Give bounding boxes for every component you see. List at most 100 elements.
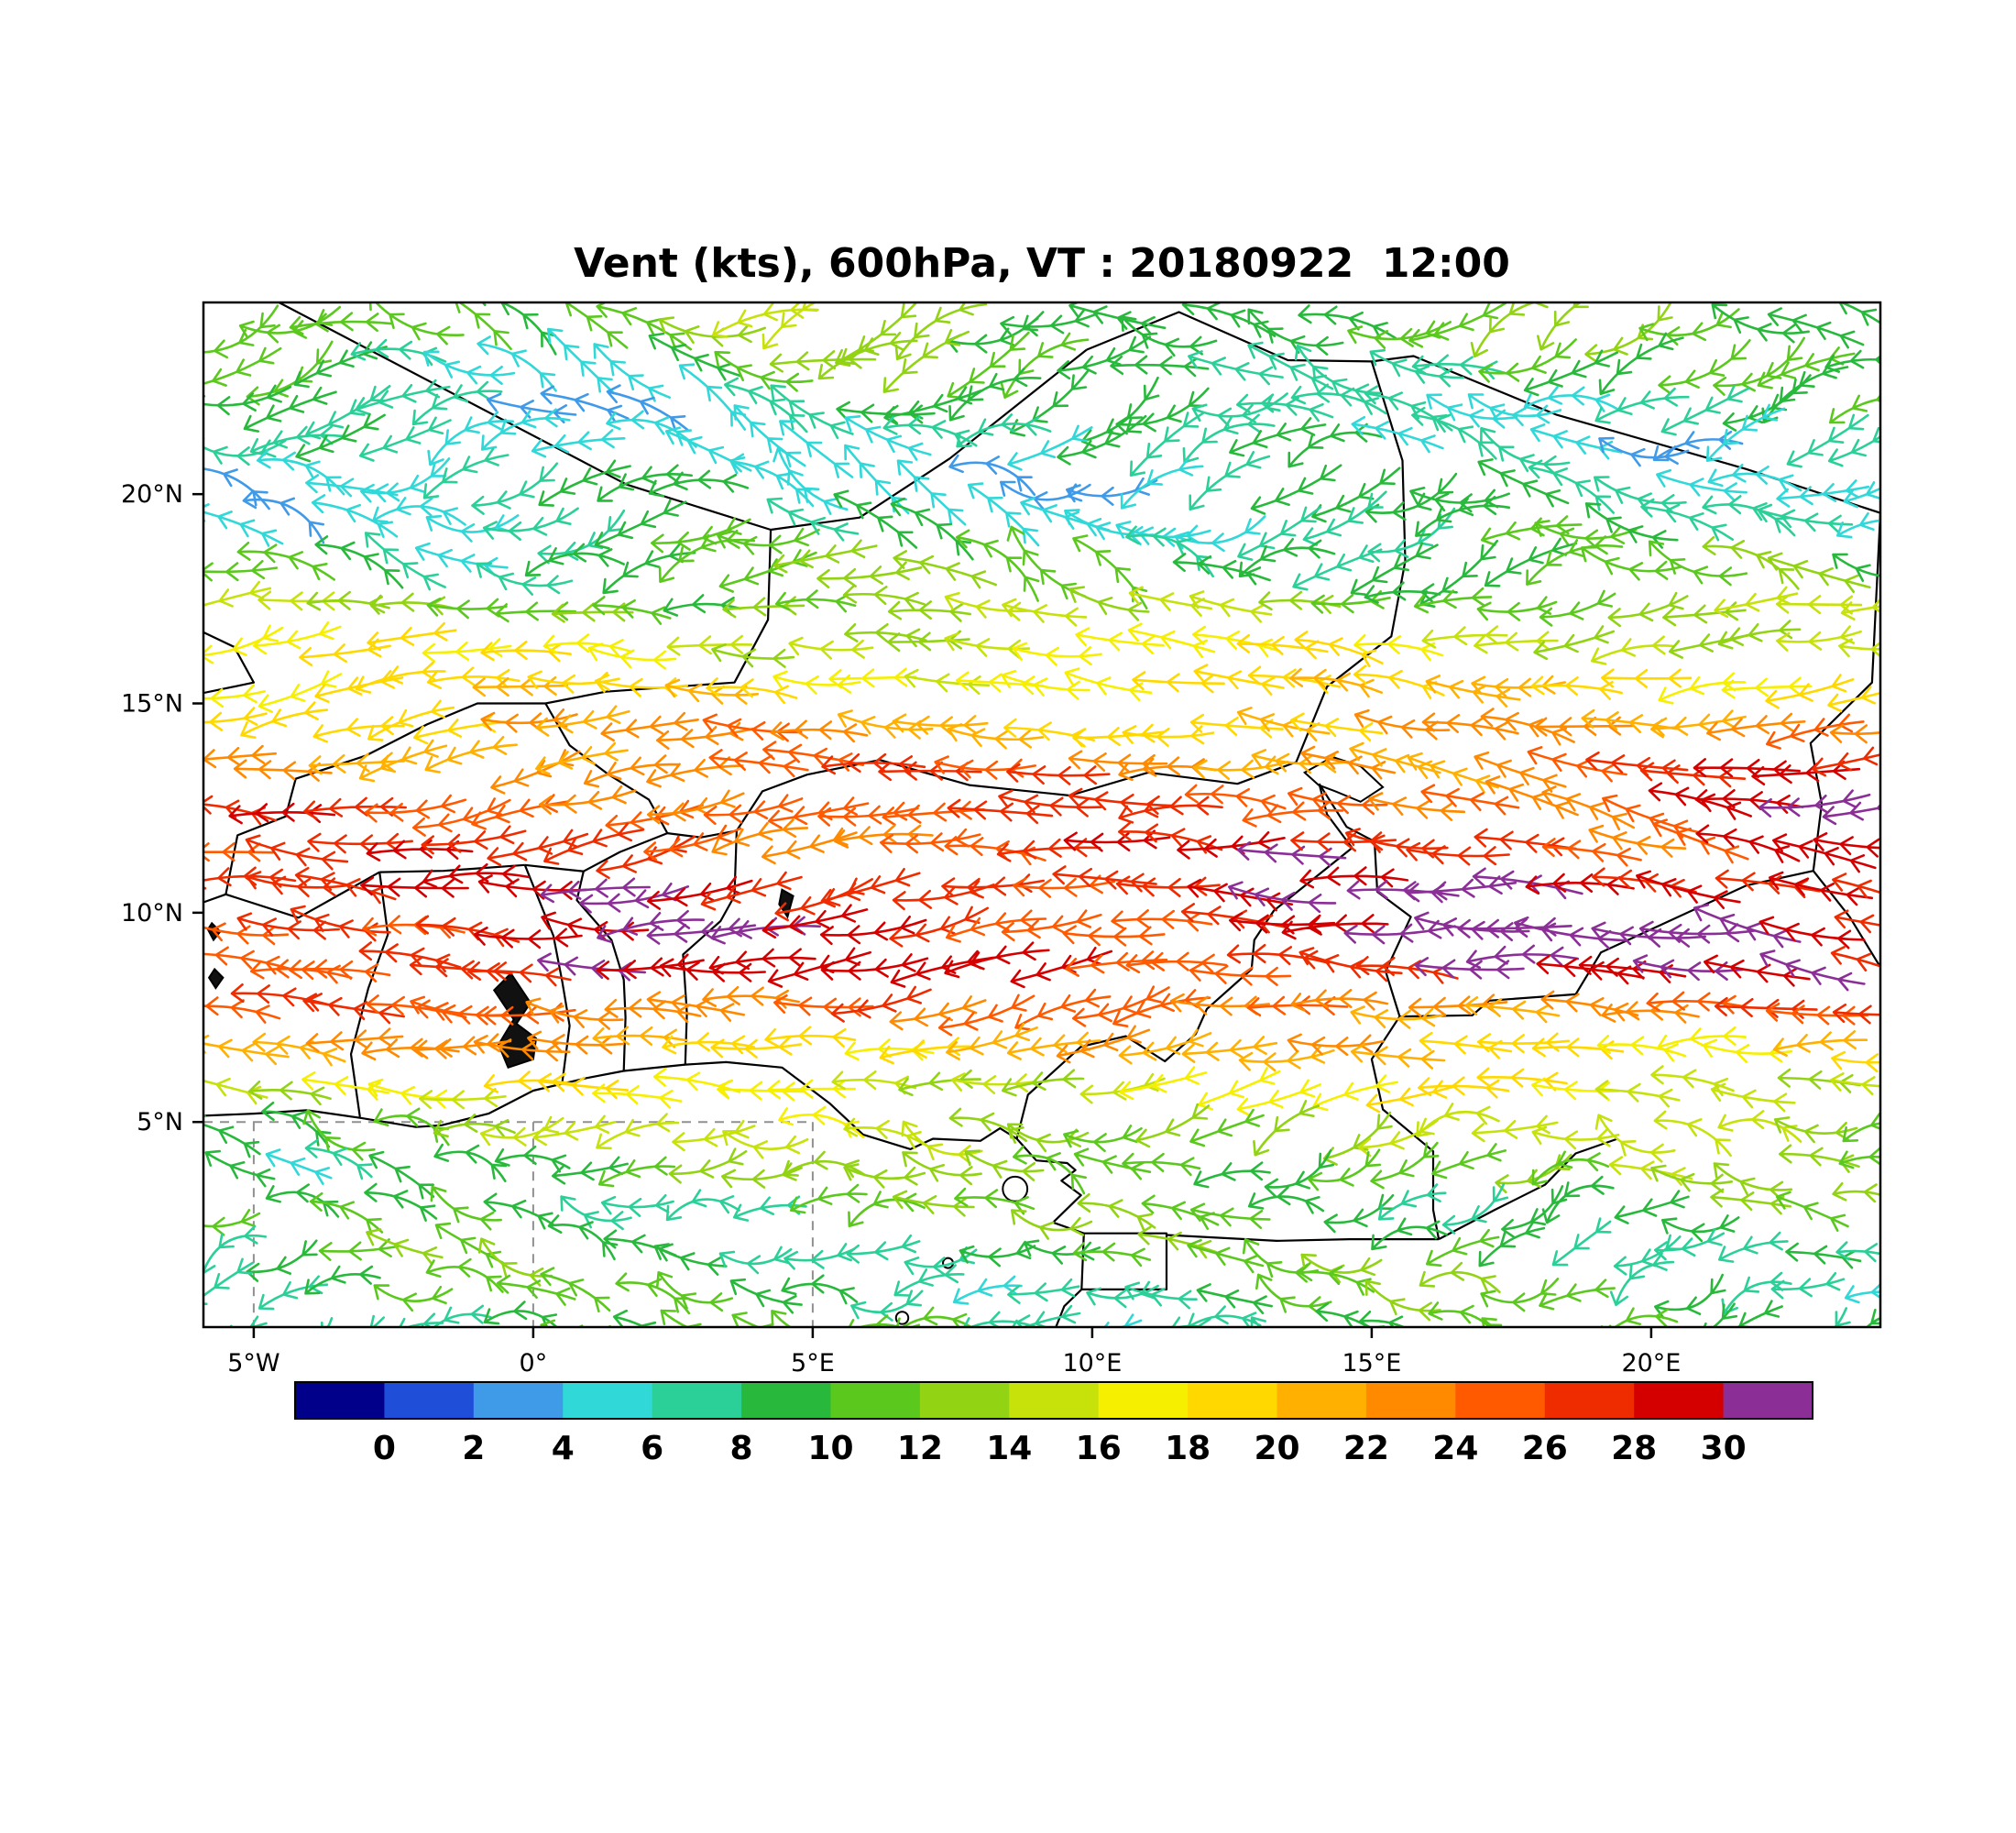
wind-barb [307,832,413,854]
wind-barb [1181,1036,1278,1063]
wind-barb [710,1036,803,1059]
lat-tick-label: 20°N [121,480,183,509]
wind-barb [770,384,854,439]
wind-barb [1658,672,1747,705]
wind-barb [1638,920,1756,944]
wind-barb [764,1026,857,1048]
wind-barb [1353,708,1451,741]
wind-barb [1831,1050,1880,1073]
wind-barb [1419,1261,1501,1294]
map-layers [203,302,1880,1327]
wind-barb [364,1182,438,1222]
wind-barb [203,580,272,608]
wind-barb [467,961,572,987]
colorbar-segment [1188,1382,1278,1419]
colorbar-segment [1098,1382,1189,1419]
wind-barb [1594,1114,1676,1163]
wind-barb [494,1145,571,1173]
wind-barb [1652,818,1749,864]
wind-barb [1832,1182,1880,1203]
wind-barb [1196,1283,1273,1314]
wind-barb [1767,552,1871,593]
wind-barb [542,633,632,658]
border-line [1812,870,1880,968]
wind-barb [549,302,629,349]
wind-barb [596,1113,680,1150]
wind-barb [1594,1080,1681,1108]
wind-barb [203,842,275,862]
wind-barb [295,412,386,463]
wind-barb [1125,951,1228,973]
wind-barb [312,716,405,743]
wind-barb [1253,1100,1320,1157]
wind-barb [203,560,279,582]
wind-barb [1523,386,1620,412]
wind-barb [1695,824,1801,863]
wind-barb [304,1138,373,1180]
wind-barb [761,827,858,865]
wind-barb [1551,1217,1612,1267]
wind-barb [606,384,690,433]
wind-barb [1075,627,1165,654]
wind-barb [766,497,860,542]
wind-barb [1289,667,1383,698]
wind-barb [890,949,995,988]
wind-barb [538,459,631,507]
colorbar-tick-label: 16 [1076,1430,1122,1467]
wind-barb [1540,990,1639,1022]
lake-shape [207,967,225,990]
colorbar-segment [1544,1382,1635,1419]
colorbar-segment [1723,1382,1813,1419]
wind-barb [647,789,745,825]
wind-barb [1236,707,1331,741]
wind-barb [1632,954,1744,982]
colorbar-tick-label: 24 [1432,1430,1478,1467]
wind-barb [653,1243,728,1276]
island-shape [1002,1175,1029,1202]
wind-barb [203,946,291,975]
wind-barb [203,744,277,769]
wind-barb [483,1070,576,1093]
wind-barb [477,335,557,392]
colorbar-outline [294,1381,1813,1420]
wind-barb [1835,1241,1880,1263]
border-line [735,759,1297,832]
wind-barb [302,993,405,1025]
wind-barb [1406,875,1517,903]
wind-barb [240,701,329,739]
wind-barb [1812,746,1880,777]
wind-barb [1187,1238,1265,1274]
wind-barb [1287,423,1383,468]
wind-barb [1668,627,1751,659]
wind-barb [1236,633,1329,660]
wind-barb [1717,620,1802,650]
border-line [1086,311,1372,363]
wind-barb [427,411,515,466]
wind-barb [305,474,399,503]
wind-barb [1182,413,1276,464]
map-frame [202,301,1882,1329]
wind-barb [366,1228,444,1266]
wind-barb [238,305,342,344]
wind-barb [1072,723,1166,748]
wind-barb [472,675,569,697]
wind-barb [421,1304,492,1327]
wind-barb [833,489,918,549]
wind-barb [373,1284,454,1312]
wind-barb [483,1301,559,1327]
wind-barb [1229,417,1327,457]
wind-barb [846,1234,921,1264]
wind-barb [1769,871,1874,906]
wind-barb [1132,671,1225,694]
wind-barb [1581,708,1678,737]
wind-barb [1189,962,1292,986]
colorbar-tick-label: 10 [807,1430,853,1467]
wind-barb [1759,916,1866,949]
wind-barb [819,916,927,946]
wind-barb [1001,670,1090,700]
colorbar-tick-label: 14 [986,1430,1032,1467]
wind-barb [896,459,967,526]
wind-barb [1614,1190,1690,1224]
wind-barb [890,497,974,561]
